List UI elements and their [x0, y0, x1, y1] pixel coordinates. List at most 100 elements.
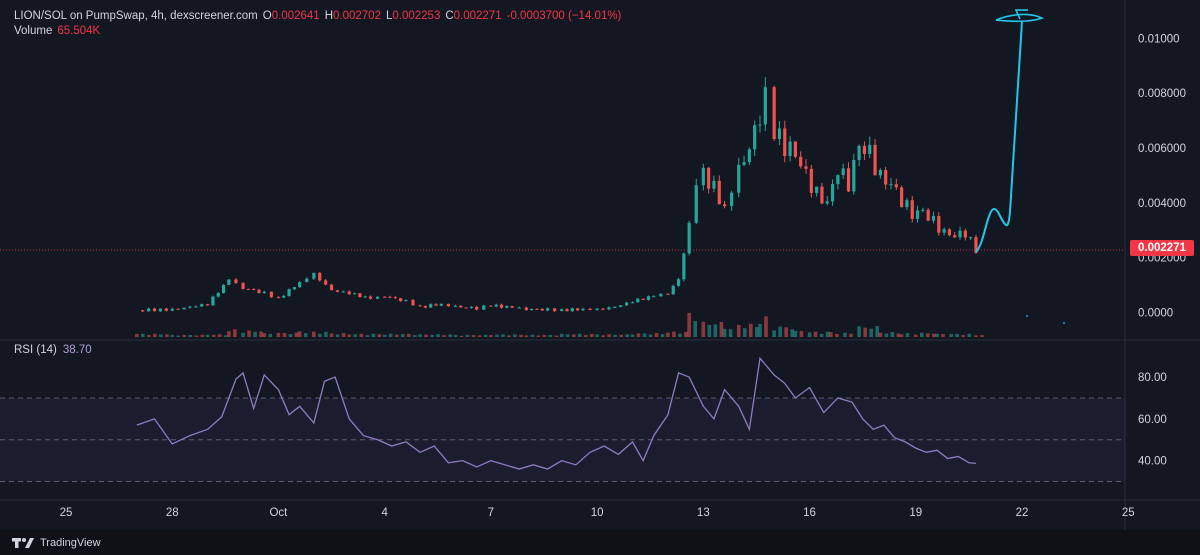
tradingview-brand[interactable]: TradingView [12, 537, 101, 549]
volume-bar [571, 334, 576, 337]
volume-bar [501, 334, 505, 337]
projection-target-mark[interactable] [995, 9, 1045, 23]
volume-bar [967, 333, 972, 337]
volume-bar [365, 335, 370, 337]
time-tick-label: 19 [909, 507, 922, 519]
candle-body [707, 167, 711, 189]
volume-bar [559, 333, 564, 337]
volume-bar [707, 324, 712, 337]
candle-body [836, 175, 840, 185]
candle-body [358, 293, 362, 298]
close-key: C [445, 10, 454, 22]
candle-body [742, 162, 746, 165]
candle-body [570, 308, 574, 312]
candle-body [535, 308, 539, 310]
chart-canvas[interactable]: 0.010000.0080000.0060000.0040000.0020000… [0, 0, 1200, 530]
volume-bar [135, 334, 139, 337]
volume-bar [400, 334, 405, 337]
candle-body [931, 216, 936, 221]
high-value: 0.002702 [333, 10, 381, 22]
candle-body [287, 289, 291, 296]
marker-dot [1026, 315, 1028, 317]
price-tick-label: 0.006000 [1138, 143, 1186, 155]
volume-bar [672, 331, 676, 337]
candle-body [453, 305, 458, 307]
candle-body [701, 167, 705, 186]
candle-body [423, 305, 427, 308]
candle-body [505, 306, 509, 308]
volume-bar [282, 332, 287, 337]
rsi-label[interactable]: RSI (14) [14, 344, 57, 356]
volume-bar [899, 334, 904, 337]
candle-body [540, 308, 544, 311]
candle-body [963, 230, 967, 238]
candle-body [588, 308, 592, 311]
candle-body [841, 168, 845, 176]
candle-body [482, 305, 486, 310]
volume-value: 65.504K [57, 25, 101, 37]
candle-body [576, 308, 580, 311]
volume-bar [890, 332, 895, 337]
volume-bar [778, 326, 782, 337]
volume-bar [436, 334, 440, 337]
volume-bar [875, 326, 879, 337]
volume-bar [247, 330, 251, 337]
volume-bar [601, 335, 605, 337]
candle-body [418, 305, 422, 307]
volume-bar [748, 323, 753, 337]
volume-bar [693, 321, 697, 337]
volume-bar [630, 334, 635, 337]
last-price-badge: 0.002271 [1130, 240, 1194, 256]
volume-bar [542, 335, 547, 337]
volume-bar [294, 332, 299, 337]
candle-body [227, 279, 231, 285]
volume-bar [530, 334, 535, 337]
time-tick-label: 7 [488, 507, 494, 519]
candle-body [619, 305, 623, 307]
volume-bar [869, 328, 873, 337]
symbol-label[interactable]: LION/SOL on PumpSwap, 4h, dexscreener.co… [14, 10, 258, 22]
candle-body [825, 201, 829, 204]
candle-body [758, 124, 762, 126]
volume-label[interactable]: Volume [14, 25, 53, 37]
volume-bar [253, 331, 257, 337]
volume-bar [205, 334, 210, 337]
volume-bar [764, 316, 768, 337]
projection-drawing[interactable] [975, 22, 1023, 253]
volume-bar [227, 331, 231, 337]
volume-bar [926, 333, 930, 337]
volume-bar [684, 331, 688, 337]
volume-bar [170, 334, 175, 337]
volume-bar [758, 323, 762, 337]
volume-bar [377, 334, 382, 337]
candle-body [282, 295, 286, 298]
volume-bar [590, 333, 594, 337]
candle-body [652, 296, 656, 298]
volume-bar [424, 334, 428, 337]
candle-body [383, 296, 387, 298]
candle-body [601, 308, 605, 310]
candle-body [335, 290, 340, 292]
candle-body [958, 230, 962, 238]
candle-body [464, 307, 468, 309]
volume-bar [483, 334, 488, 337]
candle-body [852, 160, 856, 192]
candle-body [429, 304, 433, 308]
candle-body [276, 297, 281, 299]
time-tick-label: 16 [803, 507, 816, 519]
volume-bar [507, 335, 511, 337]
volume-bar [259, 331, 263, 337]
open-key: O [262, 10, 272, 22]
volume-bar [176, 335, 181, 337]
time-tick-label: Oct [269, 507, 288, 519]
rsi-line[interactable] [136, 356, 977, 470]
volume-bar [430, 335, 434, 337]
candle-body [682, 253, 686, 280]
volume-bar [607, 334, 611, 337]
volume-bar [625, 334, 630, 337]
volume-bar [335, 334, 340, 337]
volume-bar [548, 334, 553, 337]
candle-body [234, 279, 238, 283]
candle-body [262, 291, 266, 294]
volume-bar [382, 334, 387, 337]
